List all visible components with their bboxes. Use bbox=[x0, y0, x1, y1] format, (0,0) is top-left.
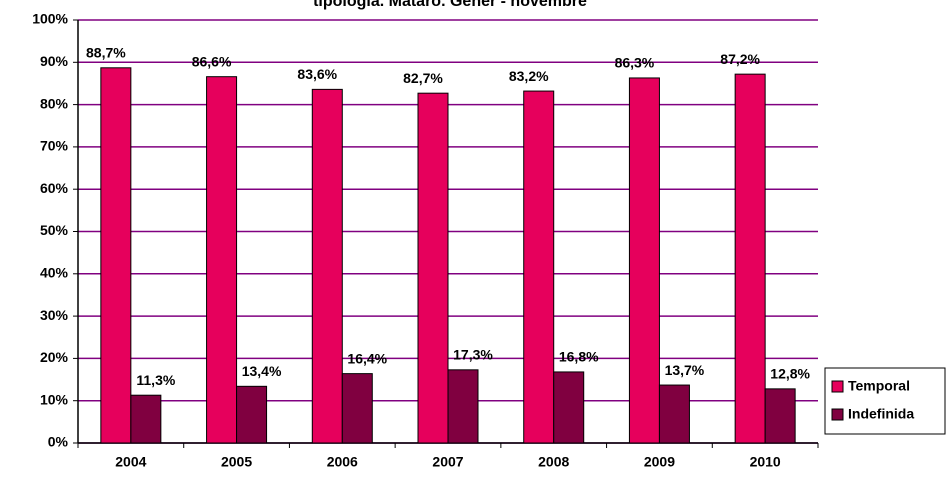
y-tick-label: 40% bbox=[40, 265, 69, 281]
bar bbox=[658, 384, 690, 444]
value-label: 88,7% bbox=[86, 45, 126, 61]
x-tick-label: 2008 bbox=[538, 454, 569, 470]
bar bbox=[523, 90, 555, 444]
legend-label: Indefinida bbox=[848, 406, 914, 422]
x-tick-label: 2006 bbox=[327, 454, 358, 470]
chart-title: tipologia. Mataró. Gener - novembre bbox=[313, 0, 587, 10]
x-tick-label: 2007 bbox=[432, 454, 463, 470]
value-label: 83,2% bbox=[509, 68, 549, 84]
x-tick-label: 2004 bbox=[115, 454, 146, 470]
x-tick-label: 2009 bbox=[644, 454, 675, 470]
y-tick-label: 80% bbox=[40, 95, 69, 111]
bar bbox=[311, 88, 343, 444]
value-label: 11,3% bbox=[136, 372, 175, 388]
value-label: 83,6% bbox=[297, 66, 337, 82]
bar bbox=[628, 77, 660, 444]
value-label: 17,3% bbox=[453, 347, 493, 363]
bar bbox=[206, 76, 238, 444]
x-tick-label: 2005 bbox=[221, 454, 252, 470]
value-label: 12,8% bbox=[770, 366, 810, 382]
y-tick-label: 0% bbox=[48, 434, 69, 450]
bar bbox=[341, 373, 373, 444]
value-label: 82,7% bbox=[403, 70, 443, 86]
y-tick-label: 30% bbox=[40, 307, 69, 323]
value-label: 16,8% bbox=[559, 349, 599, 365]
y-tick-label: 90% bbox=[40, 53, 69, 69]
value-label: 86,6% bbox=[192, 53, 232, 69]
y-tick-label: 100% bbox=[32, 11, 68, 27]
y-tick-label: 10% bbox=[40, 391, 69, 407]
x-tick-label: 2010 bbox=[750, 454, 781, 470]
y-tick-label: 60% bbox=[40, 180, 69, 196]
legend-swatch bbox=[831, 408, 844, 421]
value-label: 87,2% bbox=[720, 51, 760, 67]
value-label: 86,3% bbox=[615, 55, 655, 71]
bar bbox=[417, 92, 449, 444]
value-label: 13,4% bbox=[242, 363, 282, 379]
y-tick-label: 20% bbox=[40, 349, 69, 365]
bar bbox=[100, 67, 132, 444]
bar bbox=[553, 371, 585, 444]
y-tick-label: 50% bbox=[40, 222, 69, 238]
legend-swatch bbox=[831, 380, 844, 393]
bar bbox=[764, 388, 796, 444]
y-tick-label: 70% bbox=[40, 138, 69, 154]
value-label: 16,4% bbox=[347, 350, 387, 366]
legend-box bbox=[824, 367, 946, 435]
bar bbox=[734, 73, 766, 444]
bar bbox=[447, 369, 479, 444]
value-label: 13,7% bbox=[665, 362, 705, 378]
bar bbox=[130, 394, 162, 444]
legend-label: Temporal bbox=[848, 378, 910, 394]
bar bbox=[236, 385, 268, 444]
